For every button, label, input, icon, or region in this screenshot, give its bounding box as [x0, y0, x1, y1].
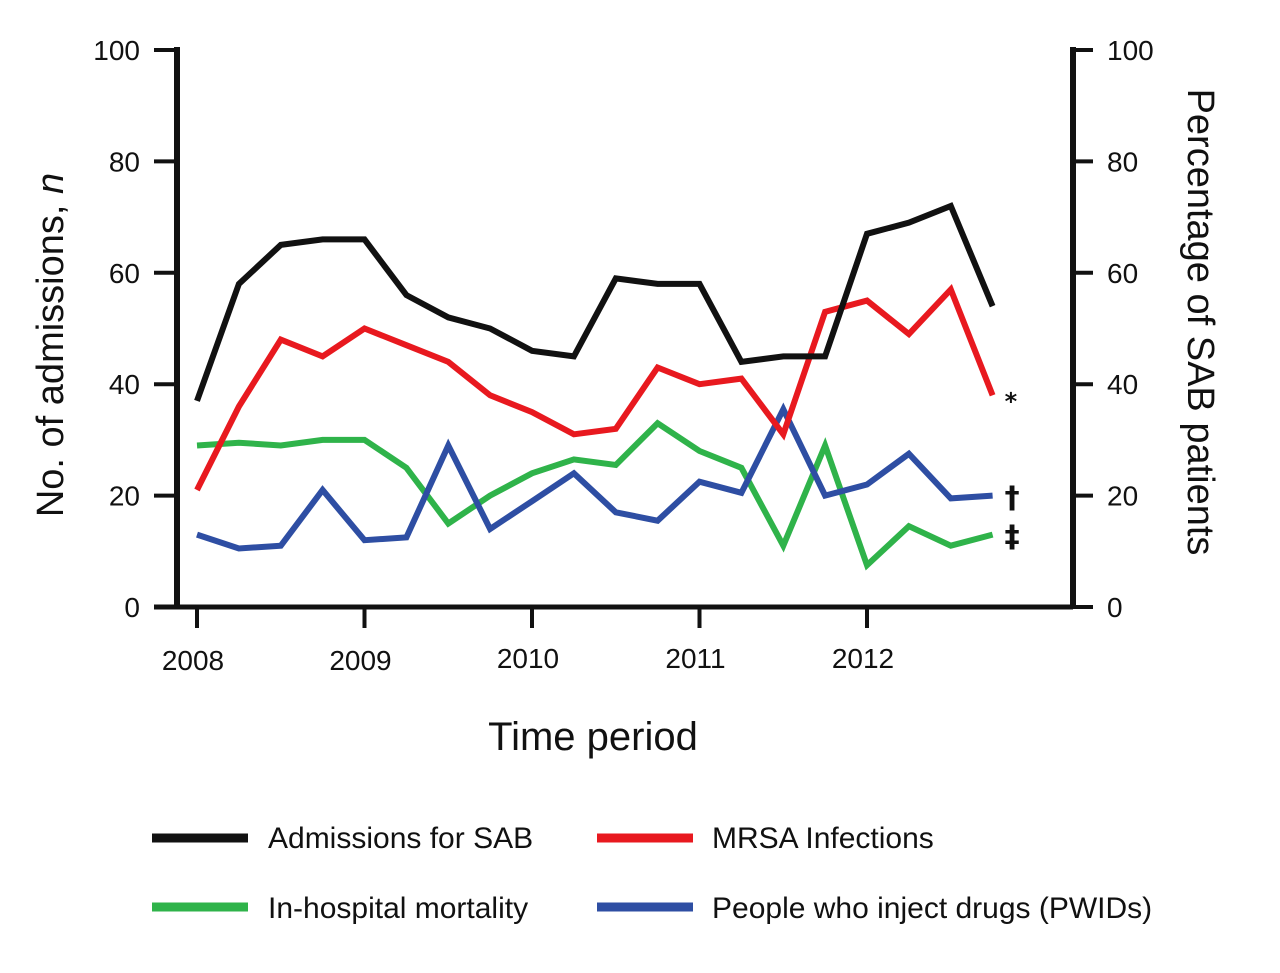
left-y-tick-label: 40: [109, 369, 140, 400]
series-line-mrsa-infections: [194, 283, 996, 492]
left-y-tick-label: 100: [93, 35, 140, 66]
axes: [154, 47, 1076, 610]
end-marker: ‡: [1005, 520, 1020, 555]
x-tick-label: 2009: [329, 645, 391, 676]
left-y-axis-title-unit: n: [30, 173, 72, 194]
left-y-tick-label: 20: [109, 481, 140, 512]
end-marker: †: [1005, 481, 1020, 516]
left-y-axis-title-main: No. of admissions,: [30, 194, 72, 517]
legend-label: People who inject drugs (PWIDs): [712, 892, 1152, 925]
right-y-tick-label: 100: [1107, 35, 1154, 66]
legend: Admissions for SAB MRSA Infections In-hosp…: [152, 822, 1152, 925]
left-y-tick-label: 80: [109, 146, 140, 177]
legend-label: Admissions for SAB: [268, 822, 533, 855]
x-tick-label: 2011: [665, 643, 725, 674]
right-y-axis-title: Percentage of SAB patients: [1179, 89, 1221, 556]
right-y-tick-label: 40: [1107, 369, 1138, 400]
right-y-tick-label: 0: [1107, 592, 1123, 623]
x-axis-title: Time period: [488, 715, 698, 759]
legend-label: MRSA Infections: [712, 822, 934, 855]
left-y-tick-label: 0: [124, 592, 140, 623]
left-y-axis-title: No. of admissions, n: [30, 173, 72, 517]
x-tick-label: 2010: [497, 643, 559, 674]
x-tick-label: 2008: [162, 645, 224, 676]
left-y-tick-label: 60: [109, 258, 140, 289]
series-line-people-who-inject-drugs-pwids: [196, 402, 993, 552]
series-lines: [194, 202, 996, 571]
right-y-tick-label: 20: [1107, 481, 1138, 512]
right-y-tick-label: 60: [1107, 258, 1138, 289]
ticks: 0 0 20 20 40 40 60 60 80 80 100 100 2008 2009 2010 2011…: [93, 35, 1153, 676]
x-tick-label: 2012: [832, 643, 894, 674]
legend-label: In-hospital mortality: [268, 892, 528, 925]
end-marker: *: [1005, 387, 1018, 415]
end-markers: ‡ † *: [1005, 387, 1020, 554]
right-y-tick-label: 80: [1107, 146, 1138, 177]
series-line-admissions-for-sab: [194, 202, 996, 402]
series-line-in-hospital-mortality: [196, 419, 994, 571]
